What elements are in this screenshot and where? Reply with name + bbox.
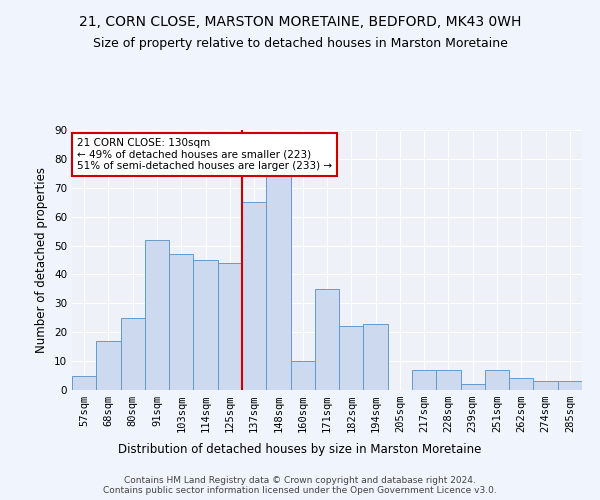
- Bar: [290, 361, 315, 390]
- Bar: [364, 324, 388, 390]
- Y-axis label: Number of detached properties: Number of detached properties: [35, 167, 49, 353]
- Bar: [266, 174, 290, 390]
- Bar: [533, 382, 558, 390]
- Text: Distribution of detached houses by size in Marston Moretaine: Distribution of detached houses by size …: [118, 442, 482, 456]
- Bar: [121, 318, 145, 390]
- Text: Contains HM Land Registry data © Crown copyright and database right 2024.
Contai: Contains HM Land Registry data © Crown c…: [103, 476, 497, 495]
- Bar: [558, 382, 582, 390]
- Bar: [193, 260, 218, 390]
- Bar: [218, 263, 242, 390]
- Bar: [96, 341, 121, 390]
- Text: 21 CORN CLOSE: 130sqm
← 49% of detached houses are smaller (223)
51% of semi-det: 21 CORN CLOSE: 130sqm ← 49% of detached …: [77, 138, 332, 171]
- Bar: [242, 202, 266, 390]
- Bar: [169, 254, 193, 390]
- Bar: [485, 370, 509, 390]
- Bar: [412, 370, 436, 390]
- Bar: [315, 289, 339, 390]
- Bar: [461, 384, 485, 390]
- Bar: [72, 376, 96, 390]
- Text: 21, CORN CLOSE, MARSTON MORETAINE, BEDFORD, MK43 0WH: 21, CORN CLOSE, MARSTON MORETAINE, BEDFO…: [79, 15, 521, 29]
- Bar: [509, 378, 533, 390]
- Bar: [339, 326, 364, 390]
- Text: Size of property relative to detached houses in Marston Moretaine: Size of property relative to detached ho…: [92, 38, 508, 51]
- Bar: [145, 240, 169, 390]
- Bar: [436, 370, 461, 390]
